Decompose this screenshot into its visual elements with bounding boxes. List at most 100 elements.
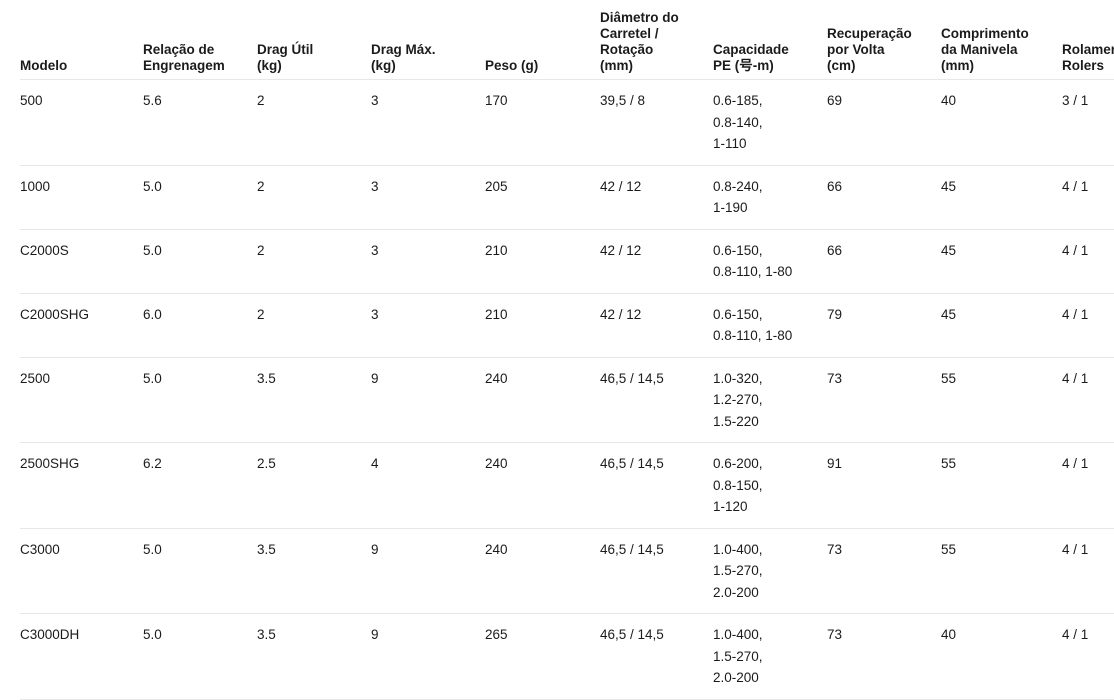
- cell-capacidade-pe: 0.6-150, 0.8-110, 1-80: [713, 229, 827, 294]
- cell-drag-max: 9: [371, 528, 485, 614]
- cell-diametro-carretel: 42 / 12: [600, 293, 713, 358]
- cell-rolamentos-rolers: 4 / 1: [1062, 528, 1114, 614]
- cell-comprimento-manivela: 45: [941, 229, 1062, 294]
- cell-drag-util: 3.5: [257, 528, 371, 614]
- column-header-drag-max: Drag Máx. (kg): [371, 0, 485, 80]
- cell-recuperacao-volta: 91: [827, 442, 941, 529]
- cell-recuperacao-volta: 73: [827, 528, 941, 614]
- cell-rolamentos-rolers: 4 / 1: [1062, 442, 1114, 529]
- column-header-peso: Peso (g): [485, 0, 600, 80]
- table-row-C2000S: C2000S 5.0 2 3 210 42 / 12 0.6-150, 0.8-110, 1…: [20, 229, 1114, 294]
- cell-peso: 210: [485, 229, 600, 294]
- cell-diametro-carretel: 46,5 / 14,5: [600, 613, 713, 700]
- column-header-relacao-engrenagem: Relação de Engrenagem: [143, 0, 257, 80]
- cell-diametro-carretel: 46,5 / 14,5: [600, 528, 713, 614]
- cell-recuperacao-volta: 73: [827, 357, 941, 443]
- cell-relacao-engrenagem: 5.0: [143, 528, 257, 614]
- cell-comprimento-manivela: 40: [941, 613, 1062, 700]
- cell-comprimento-manivela: 40: [941, 79, 1062, 166]
- cell-diametro-carretel: 46,5 / 14,5: [600, 442, 713, 529]
- column-header-capacidade-pe: Capacidade PE (号-m): [713, 0, 827, 80]
- table-row-C3000DH: C3000DH 5.0 3.5 9 265 46,5 / 14,5 1.0-400, 1.5…: [20, 613, 1114, 700]
- cell-drag-util: 2: [257, 165, 371, 230]
- cell-drag-max: 9: [371, 613, 485, 700]
- cell-rolamentos-rolers: 3 / 1: [1062, 79, 1114, 166]
- table-row-500: 500 5.6 2 3 170 39,5 / 8 0.6-185, 0.8-140, 1-1…: [20, 79, 1114, 166]
- column-header-comprimento-manivela: Comprimento da Manivela (mm): [941, 0, 1062, 80]
- cell-comprimento-manivela: 55: [941, 528, 1062, 614]
- cell-relacao-engrenagem: 5.6: [143, 79, 257, 166]
- model-cell: 500: [20, 79, 143, 166]
- cell-capacidade-pe: 1.0-320, 1.2-270, 1.5-220: [713, 357, 827, 443]
- cell-capacidade-pe: 0.6-200, 0.8-150, 1-120: [713, 442, 827, 529]
- cell-peso: 210: [485, 293, 600, 358]
- cell-capacidade-pe: 0.6-150, 0.8-110, 1-80: [713, 293, 827, 358]
- cell-drag-max: 9: [371, 357, 485, 443]
- cell-comprimento-manivela: 55: [941, 442, 1062, 529]
- cell-drag-util: 2.5: [257, 442, 371, 529]
- model-cell: C2000S: [20, 229, 143, 294]
- cell-capacidade-pe: 1.0-400, 1.5-270, 2.0-200: [713, 528, 827, 614]
- model-cell: 2500SHG: [20, 442, 143, 529]
- cell-recuperacao-volta: 69: [827, 79, 941, 166]
- cell-diametro-carretel: 42 / 12: [600, 229, 713, 294]
- model-cell: 2500: [20, 357, 143, 443]
- cell-drag-util: 2: [257, 79, 371, 166]
- reel-specs-table: Modelo Relação de Engrenagem Drag Útil (kg…: [20, 0, 1114, 700]
- cell-diametro-carretel: 46,5 / 14,5: [600, 357, 713, 443]
- cell-relacao-engrenagem: 5.0: [143, 165, 257, 230]
- cell-drag-max: 3: [371, 79, 485, 166]
- column-header-rolamentos-rolers: Rolamentos Rolers: [1062, 0, 1114, 80]
- table-row-2500SHG: 2500SHG 6.2 2.5 4 240 46,5 / 14,5 0.6-200, 0.8…: [20, 442, 1114, 529]
- column-header-drag-util: Drag Útil (kg): [257, 0, 371, 80]
- cell-rolamentos-rolers: 4 / 1: [1062, 165, 1114, 230]
- cell-drag-max: 3: [371, 229, 485, 294]
- column-header-recuperacao-volta: Recuperação por Volta (cm): [827, 0, 941, 80]
- cell-peso: 240: [485, 357, 600, 443]
- cell-recuperacao-volta: 66: [827, 229, 941, 294]
- table-row-1000: 1000 5.0 2 3 205 42 / 12 0.8-240, 1-190 66 45 4 /…: [20, 165, 1114, 230]
- cell-relacao-engrenagem: 5.0: [143, 229, 257, 294]
- cell-drag-util: 3.5: [257, 357, 371, 443]
- cell-capacidade-pe: 0.8-240, 1-190: [713, 165, 827, 230]
- cell-diametro-carretel: 39,5 / 8: [600, 79, 713, 166]
- model-cell: C3000: [20, 528, 143, 614]
- cell-drag-util: 3.5: [257, 613, 371, 700]
- cell-rolamentos-rolers: 4 / 1: [1062, 613, 1114, 700]
- cell-drag-util: 2: [257, 293, 371, 358]
- cell-comprimento-manivela: 45: [941, 293, 1062, 358]
- cell-rolamentos-rolers: 4 / 1: [1062, 357, 1114, 443]
- cell-diametro-carretel: 42 / 12: [600, 165, 713, 230]
- table-body: 500 5.6 2 3 170 39,5 / 8 0.6-185, 0.8-140, 1-1…: [20, 79, 1114, 700]
- cell-capacidade-pe: 1.0-400, 1.5-270, 2.0-200: [713, 613, 827, 700]
- cell-comprimento-manivela: 55: [941, 357, 1062, 443]
- cell-peso: 265: [485, 613, 600, 700]
- cell-peso: 205: [485, 165, 600, 230]
- table-header-row: Modelo Relação de Engrenagem Drag Útil (kg…: [20, 0, 1114, 80]
- cell-peso: 170: [485, 79, 600, 166]
- table-header: Modelo Relação de Engrenagem Drag Útil (kg…: [20, 0, 1114, 80]
- cell-relacao-engrenagem: 5.0: [143, 613, 257, 700]
- cell-rolamentos-rolers: 4 / 1: [1062, 293, 1114, 358]
- cell-relacao-engrenagem: 6.0: [143, 293, 257, 358]
- cell-drag-max: 3: [371, 165, 485, 230]
- cell-peso: 240: [485, 528, 600, 614]
- column-header-diametro-carretel: Diâmetro do Carretel / Rotação (mm): [600, 0, 713, 80]
- cell-recuperacao-volta: 79: [827, 293, 941, 358]
- cell-relacao-engrenagem: 5.0: [143, 357, 257, 443]
- cell-drag-max: 3: [371, 293, 485, 358]
- cell-comprimento-manivela: 45: [941, 165, 1062, 230]
- cell-peso: 240: [485, 442, 600, 529]
- model-cell: C2000SHG: [20, 293, 143, 358]
- model-cell: C3000DH: [20, 613, 143, 700]
- cell-rolamentos-rolers: 4 / 1: [1062, 229, 1114, 294]
- table-row-2500: 2500 5.0 3.5 9 240 46,5 / 14,5 1.0-320, 1.2-27…: [20, 357, 1114, 443]
- cell-recuperacao-volta: 73: [827, 613, 941, 700]
- model-cell: 1000: [20, 165, 143, 230]
- cell-drag-max: 4: [371, 442, 485, 529]
- cell-capacidade-pe: 0.6-185, 0.8-140, 1-110: [713, 79, 827, 166]
- cell-relacao-engrenagem: 6.2: [143, 442, 257, 529]
- cell-recuperacao-volta: 66: [827, 165, 941, 230]
- column-header-modelo: Modelo: [20, 0, 143, 80]
